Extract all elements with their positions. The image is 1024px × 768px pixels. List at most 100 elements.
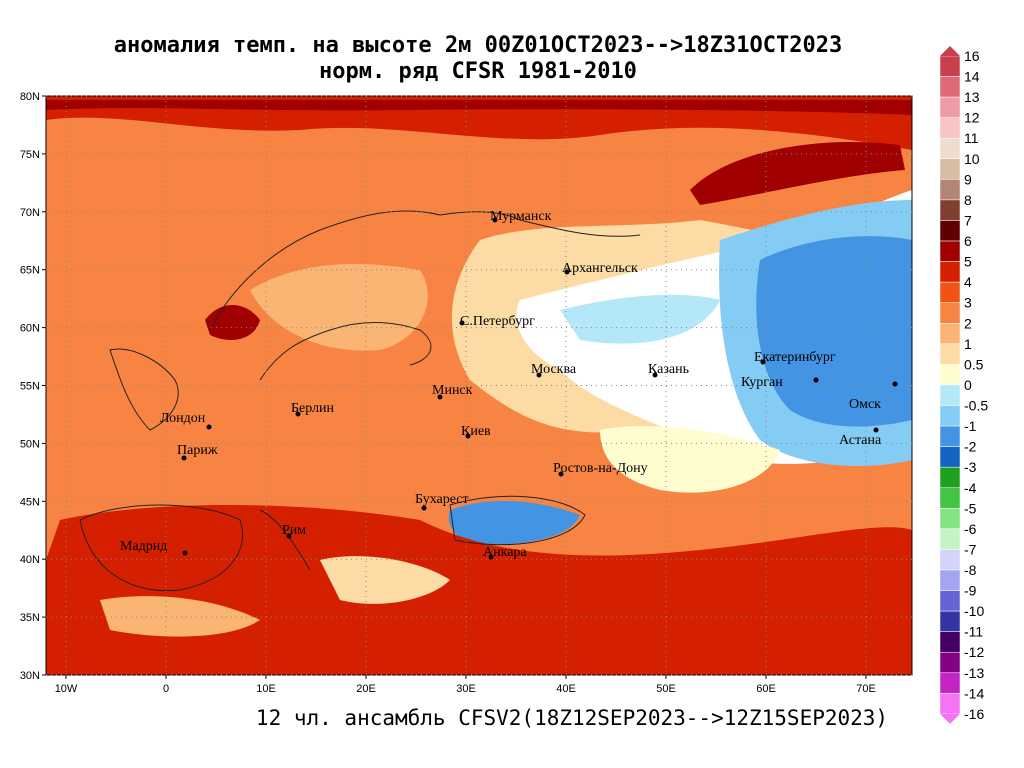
colorbar-segment bbox=[939, 281, 961, 303]
city-dot bbox=[492, 217, 498, 223]
colorbar-label: 11 bbox=[964, 130, 979, 146]
colorbar-segment bbox=[939, 179, 961, 201]
city-label: Минск bbox=[432, 383, 473, 398]
city-label: Киев bbox=[461, 424, 491, 439]
colorbar-segment bbox=[939, 425, 961, 447]
colorbar-label: -5 bbox=[964, 500, 977, 516]
lon-tick-label: 30E bbox=[456, 683, 476, 695]
city-label: Лондон bbox=[160, 411, 206, 426]
colorbar-label: -1 bbox=[964, 418, 977, 434]
city-dot bbox=[813, 377, 819, 383]
colorbar-label: 4 bbox=[964, 274, 972, 290]
lat-tick-label: 35N bbox=[20, 612, 40, 624]
city-dot bbox=[488, 554, 494, 560]
colorbar-segment bbox=[939, 240, 961, 262]
colorbar-segment bbox=[939, 384, 961, 406]
city-dot bbox=[536, 372, 542, 378]
colorbar-segment bbox=[939, 55, 961, 77]
city-dot bbox=[295, 411, 301, 417]
colorbar-segment bbox=[939, 96, 961, 118]
colorbar-segment bbox=[939, 137, 961, 160]
city-label: Париж bbox=[177, 443, 218, 458]
lon-tick-label: 70E bbox=[856, 683, 876, 695]
city-label: Екатеринбург bbox=[754, 350, 836, 365]
colorbar-label: 0.5 bbox=[964, 356, 984, 372]
lon-tick-label: 10E bbox=[256, 683, 276, 695]
colorbar-label: 12 bbox=[964, 110, 980, 126]
lat-tick-label: 65N bbox=[20, 265, 40, 277]
city-label: Астана bbox=[839, 433, 882, 448]
colorbar-label: 1 bbox=[964, 336, 972, 352]
colorbar-segment bbox=[939, 158, 961, 180]
colorbar-label: -10 bbox=[964, 603, 984, 619]
city-label: Ростов-на-Дону bbox=[553, 461, 648, 476]
colorbar-label: -3 bbox=[964, 459, 977, 475]
colorbar-segment bbox=[939, 446, 961, 468]
city-label: Москва bbox=[531, 362, 577, 377]
colorbar-label: 9 bbox=[964, 171, 972, 187]
colorbar-label: 0 bbox=[964, 377, 972, 393]
city-dot bbox=[421, 505, 427, 511]
title-line-2: норм. ряд CFSR 1981-2010 bbox=[319, 59, 637, 84]
colorbar-label: -12 bbox=[964, 644, 984, 660]
colorbar-label: 7 bbox=[964, 212, 972, 228]
colorbar-label: -0.5 bbox=[964, 398, 988, 414]
city-dot bbox=[182, 550, 188, 556]
colorbar-label: 2 bbox=[964, 315, 972, 331]
city-dot bbox=[286, 533, 292, 539]
colorbar-label: -14 bbox=[964, 685, 984, 701]
city-dot bbox=[459, 320, 465, 326]
city-dot bbox=[558, 471, 564, 477]
colorbar-label: -11 bbox=[964, 624, 983, 640]
city-dot bbox=[181, 455, 187, 461]
city-label: Мурманск bbox=[490, 209, 552, 224]
city-dot bbox=[892, 381, 898, 387]
colorbar-segment bbox=[939, 631, 961, 653]
city-label: Курган bbox=[741, 375, 783, 390]
city-label: Омск bbox=[849, 397, 881, 412]
city-label: Мадрид bbox=[120, 539, 167, 554]
colorbar-label: -16 bbox=[964, 706, 984, 722]
city-dot bbox=[437, 394, 443, 400]
colorbar-label: 10 bbox=[964, 151, 980, 167]
colorbar-bottom-arrow bbox=[940, 713, 960, 724]
colorbar-label: -6 bbox=[964, 521, 977, 537]
lat-tick-label: 60N bbox=[20, 323, 40, 335]
city-dot bbox=[206, 424, 212, 430]
colorbar-segment bbox=[939, 405, 961, 427]
lon-tick-label: 60E bbox=[756, 683, 776, 695]
lat-tick-label: 40N bbox=[20, 554, 40, 566]
colorbar-segment bbox=[939, 549, 961, 571]
city-label: Казань bbox=[648, 362, 689, 377]
colorbar-segment bbox=[939, 117, 961, 139]
colorbar-segment bbox=[939, 487, 961, 509]
colorbar-label: 13 bbox=[964, 89, 980, 105]
lat-tick-label: 70N bbox=[20, 207, 40, 219]
lat-tick-label: 55N bbox=[20, 381, 40, 393]
colorbar-segment bbox=[939, 199, 961, 221]
colorbar-segment bbox=[939, 651, 961, 674]
colorbar-segment bbox=[939, 261, 961, 283]
colorbar-segment bbox=[939, 672, 961, 694]
colorbar-label: -8 bbox=[964, 562, 977, 578]
colorbar-segment bbox=[939, 569, 961, 591]
colorbar-segment bbox=[939, 343, 961, 365]
lat-tick-label: 30N bbox=[20, 670, 40, 682]
colorbar-segment bbox=[939, 302, 961, 324]
city-dot bbox=[652, 372, 658, 378]
colorbar-label: -7 bbox=[964, 541, 977, 557]
city-label: Берлин bbox=[291, 401, 335, 416]
footer: 12 чл. ансамбль CFSV2(18Z12SEP2023-->12Z… bbox=[256, 706, 888, 730]
colorbar-segment bbox=[939, 610, 961, 632]
lat-tick-label: 75N bbox=[20, 149, 40, 161]
colorbar-segment bbox=[939, 693, 961, 715]
lon-tick-label: 40E bbox=[556, 683, 576, 695]
city-label: С.Петербург bbox=[460, 314, 535, 329]
colorbar-segment bbox=[939, 466, 961, 489]
colorbar-segment bbox=[939, 76, 961, 98]
colorbar-label: 14 bbox=[964, 69, 980, 85]
colorbar-segment bbox=[939, 528, 961, 550]
anomaly-field bbox=[46, 96, 912, 675]
lon-tick-label: 20E bbox=[356, 683, 376, 695]
